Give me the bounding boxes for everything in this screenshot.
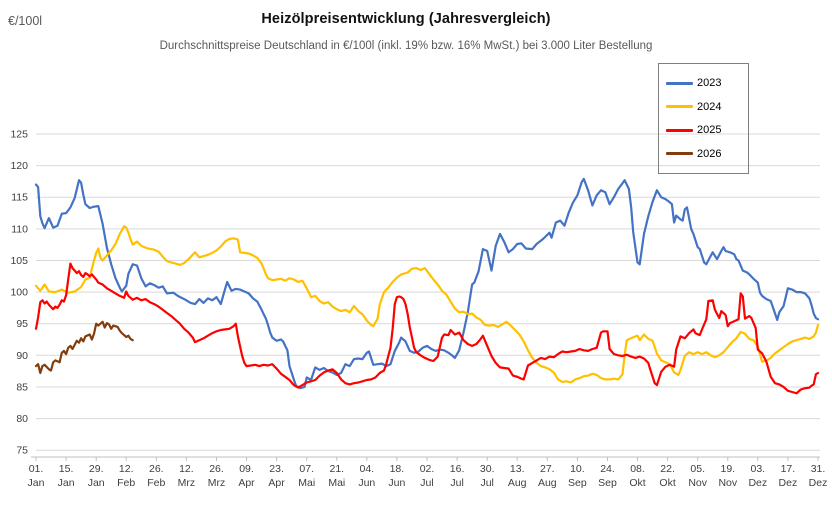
x-axis-label: 31. Dez xyxy=(809,463,828,489)
x-axis-label: 19. Nov xyxy=(718,463,737,489)
y-axis-label: 110 xyxy=(11,223,28,235)
chart-subtitle: Durchschnittspreise Deutschland in €/100… xyxy=(159,40,653,52)
x-axis-label: 09. Apr xyxy=(238,463,255,489)
legend-item-2023: 2023 xyxy=(666,77,748,89)
y-axis-label: 120 xyxy=(10,160,28,172)
legend-label-2023: 2023 xyxy=(697,77,722,90)
x-axis-label: 05. Nov xyxy=(688,463,707,489)
legend-label-2026: 2026 xyxy=(697,147,722,160)
y-axis-label: 125 xyxy=(10,129,28,141)
x-axis-label: 30. Jul xyxy=(480,463,495,489)
x-axis-label: 21. Mai xyxy=(328,463,345,489)
x-axis-label: 10. Sep xyxy=(568,463,587,489)
x-axis-label: 26. Feb xyxy=(147,463,165,489)
legend-line-swatch-2026 xyxy=(666,152,693,156)
legend-label-2024: 2024 xyxy=(697,100,722,113)
x-axis-label: 17. Dez xyxy=(779,463,798,489)
chart-title: Heizölpreisentwicklung (Jahresvergleich) xyxy=(261,11,551,27)
x-axis-label: 22. Okt xyxy=(659,463,675,489)
x-axis-label: 29. Jan xyxy=(88,463,105,489)
legend-item-2025: 2025 xyxy=(666,124,748,136)
x-axis-label: 01. Jan xyxy=(28,463,45,489)
legend-line-swatch-2025 xyxy=(666,128,693,132)
series-line-2026 xyxy=(34,320,134,375)
x-axis-label: 07. Mai xyxy=(298,463,315,489)
x-axis-label: 08. Okt xyxy=(629,463,645,489)
series-line-2024 xyxy=(34,225,820,384)
x-axis-label: 12. Mrz xyxy=(178,463,196,489)
x-axis-label: 23. Apr xyxy=(268,463,285,489)
x-axis-label: 12. Feb xyxy=(117,463,135,489)
legend-label-2025: 2025 xyxy=(697,124,722,137)
y-axis-label: 85 xyxy=(16,382,28,394)
series-line-2025 xyxy=(34,262,820,395)
y-axis-label: 95 xyxy=(16,318,28,330)
legend-item-2024: 2024 xyxy=(666,101,748,113)
x-axis-label: 04. Jun xyxy=(358,463,375,489)
x-axis-label: 02. Jul xyxy=(420,463,435,489)
y-axis-label: 90 xyxy=(16,350,28,362)
x-axis-label: 24. Sep xyxy=(598,463,617,489)
y-axis-label: 80 xyxy=(16,413,28,425)
x-axis-label: 03. Dez xyxy=(748,463,767,489)
y-axis-label: 100 xyxy=(10,287,28,299)
legend-item-2026: 2026 xyxy=(666,148,748,160)
x-axis-label: 26. Mrz xyxy=(208,463,226,489)
y-axis-unit-label: €/100l xyxy=(8,14,43,28)
y-axis-label: 115 xyxy=(11,192,28,204)
y-axis-label: 105 xyxy=(10,255,28,267)
x-axis-label: 18. Jun xyxy=(388,463,405,489)
legend-line-swatch-2023 xyxy=(666,81,693,85)
y-axis-label: 75 xyxy=(16,445,28,457)
x-axis-label: 16. Jul xyxy=(450,463,465,489)
series-line-2023 xyxy=(34,177,820,390)
x-axis-label: 15. Jan xyxy=(58,463,75,489)
legend: 2023 2024 2025 2026 xyxy=(658,63,749,174)
x-axis-label: 13. Aug xyxy=(508,463,527,489)
x-axis-label: 27. Aug xyxy=(538,463,557,489)
legend-line-swatch-2024 xyxy=(666,105,693,109)
